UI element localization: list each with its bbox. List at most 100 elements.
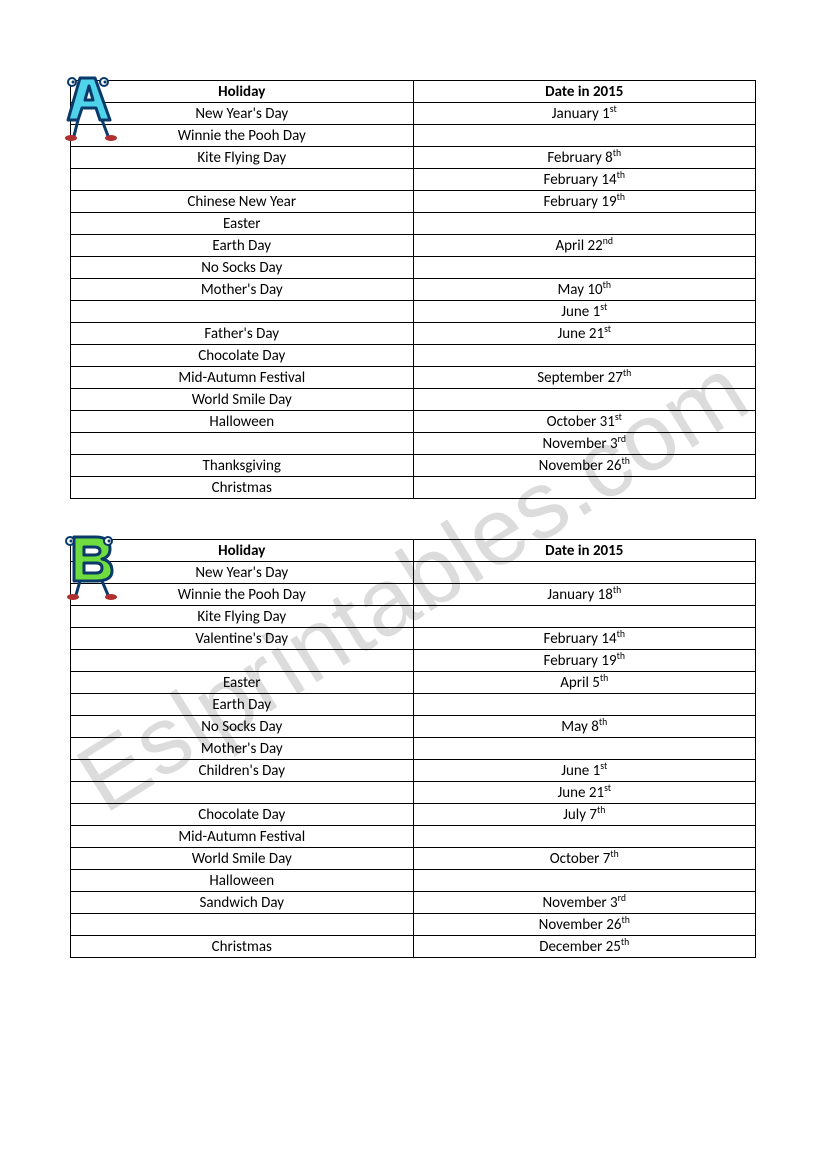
date-cell: June 21st xyxy=(413,323,756,345)
date-cell xyxy=(413,477,756,499)
holiday-cell: Easter xyxy=(71,213,414,235)
letter-b-icon xyxy=(60,529,130,604)
date-cell: November 3rd xyxy=(413,892,756,914)
date-cell: May 8th xyxy=(413,716,756,738)
date-cell: October 7th xyxy=(413,848,756,870)
table-row: Christmas xyxy=(71,477,756,499)
holiday-cell xyxy=(71,782,414,804)
holiday-cell: Chocolate Day xyxy=(71,345,414,367)
page: Holiday Date in 2015 New Year's DayJanua… xyxy=(0,0,826,1058)
holiday-cell: Earth Day xyxy=(71,694,414,716)
table-row: February 14th xyxy=(71,169,756,191)
table-row: Winnie the Pooh Day xyxy=(71,125,756,147)
holiday-cell: Christmas xyxy=(71,477,414,499)
date-cell xyxy=(413,562,756,584)
holiday-cell: Valentine's Day xyxy=(71,628,414,650)
holiday-cell: World Smile Day xyxy=(71,848,414,870)
table-row: Kite Flying Day xyxy=(71,606,756,628)
holiday-cell xyxy=(71,433,414,455)
date-cell: June 1st xyxy=(413,760,756,782)
holiday-cell xyxy=(71,169,414,191)
table-row: New Year's DayJanuary 1st xyxy=(71,103,756,125)
table-row: February 19th xyxy=(71,650,756,672)
holiday-cell: Mother's Day xyxy=(71,738,414,760)
holiday-cell: Earth Day xyxy=(71,235,414,257)
date-cell xyxy=(413,345,756,367)
table-row: Earth Day xyxy=(71,694,756,716)
table-row: ChristmasDecember 25th xyxy=(71,936,756,958)
date-cell xyxy=(413,694,756,716)
date-cell xyxy=(413,213,756,235)
holiday-cell xyxy=(71,301,414,323)
holiday-cell: Father's Day xyxy=(71,323,414,345)
holiday-cell: Chinese New Year xyxy=(71,191,414,213)
date-cell: January 1st xyxy=(413,103,756,125)
holiday-cell: Thanksgiving xyxy=(71,455,414,477)
table-row: Chocolate DayJuly 7th xyxy=(71,804,756,826)
holiday-cell: Kite Flying Day xyxy=(71,147,414,169)
holiday-cell: No Socks Day xyxy=(71,716,414,738)
holiday-cell: Kite Flying Day xyxy=(71,606,414,628)
table-row: ThanksgivingNovember 26th xyxy=(71,455,756,477)
date-cell: November 3rd xyxy=(413,433,756,455)
holiday-cell xyxy=(71,914,414,936)
table-row: HalloweenOctober 31st xyxy=(71,411,756,433)
holiday-cell: Children's Day xyxy=(71,760,414,782)
date-cell: February 8th xyxy=(413,147,756,169)
table-row: Children's DayJune 1st xyxy=(71,760,756,782)
table-row: June 1st xyxy=(71,301,756,323)
date-cell xyxy=(413,606,756,628)
date-cell: October 31st xyxy=(413,411,756,433)
holiday-cell: No Socks Day xyxy=(71,257,414,279)
holiday-cell xyxy=(71,650,414,672)
table-row: Valentine's DayFebruary 14th xyxy=(71,628,756,650)
table-row: Kite Flying DayFebruary 8th xyxy=(71,147,756,169)
table-row: Mother's DayMay 10th xyxy=(71,279,756,301)
col-date: Date in 2015 xyxy=(413,81,756,103)
date-cell xyxy=(413,125,756,147)
holiday-cell: Easter xyxy=(71,672,414,694)
date-cell xyxy=(413,870,756,892)
table-row: World Smile DayOctober 7th xyxy=(71,848,756,870)
letter-a-icon xyxy=(60,70,130,145)
date-cell: June 21st xyxy=(413,782,756,804)
table-row: World Smile Day xyxy=(71,389,756,411)
date-cell xyxy=(413,738,756,760)
holiday-cell: Chocolate Day xyxy=(71,804,414,826)
table-row: June 21st xyxy=(71,782,756,804)
table-row: New Year's Day xyxy=(71,562,756,584)
date-cell: February 19th xyxy=(413,650,756,672)
holiday-cell: Mid-Autumn Festival xyxy=(71,826,414,848)
date-cell: September 27th xyxy=(413,367,756,389)
date-cell: April 22nd xyxy=(413,235,756,257)
table-row: Father's DayJune 21st xyxy=(71,323,756,345)
date-cell: May 10th xyxy=(413,279,756,301)
holiday-table-b: Holiday Date in 2015 New Year's DayWinni… xyxy=(70,539,756,958)
table-row: Mid-Autumn FestivalSeptember 27th xyxy=(71,367,756,389)
table-row: Easter xyxy=(71,213,756,235)
table-block-a: Holiday Date in 2015 New Year's DayJanua… xyxy=(70,80,756,499)
date-cell xyxy=(413,389,756,411)
date-cell: February 14th xyxy=(413,628,756,650)
table-row: Chocolate Day xyxy=(71,345,756,367)
table-row: Halloween xyxy=(71,870,756,892)
date-cell: April 5th xyxy=(413,672,756,694)
holiday-cell: Halloween xyxy=(71,870,414,892)
holiday-cell: Mother's Day xyxy=(71,279,414,301)
holiday-cell: Christmas xyxy=(71,936,414,958)
date-cell: December 25th xyxy=(413,936,756,958)
date-cell xyxy=(413,257,756,279)
date-cell: February 19th xyxy=(413,191,756,213)
date-cell: January 18th xyxy=(413,584,756,606)
table-row: Sandwich DayNovember 3rd xyxy=(71,892,756,914)
col-date: Date in 2015 xyxy=(413,540,756,562)
holiday-cell: Halloween xyxy=(71,411,414,433)
date-cell xyxy=(413,826,756,848)
holiday-cell: Sandwich Day xyxy=(71,892,414,914)
table-row: EasterApril 5th xyxy=(71,672,756,694)
holiday-cell: Mid-Autumn Festival xyxy=(71,367,414,389)
date-cell: November 26th xyxy=(413,455,756,477)
table-row: Earth DayApril 22nd xyxy=(71,235,756,257)
table-row: November 26th xyxy=(71,914,756,936)
table-row: Mother's Day xyxy=(71,738,756,760)
